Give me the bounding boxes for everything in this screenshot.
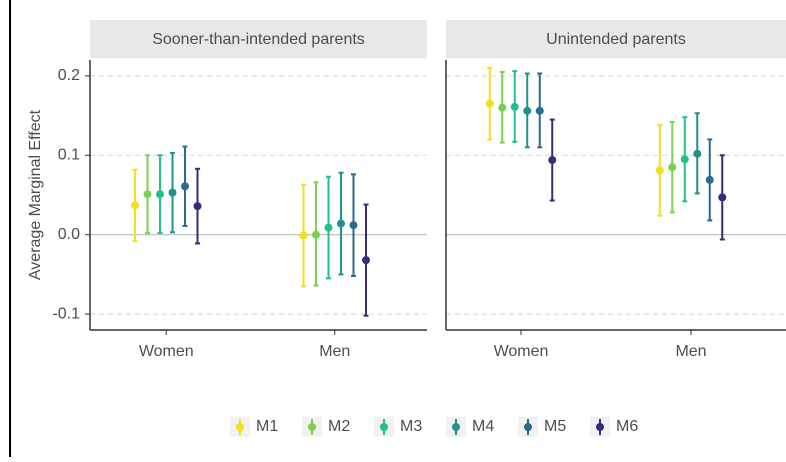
- point: [143, 190, 152, 199]
- point: [705, 175, 714, 184]
- point: [156, 190, 164, 199]
- point: [718, 193, 727, 202]
- y-tick-label: 0.0: [58, 226, 80, 243]
- point: [193, 202, 202, 211]
- point: [523, 106, 532, 115]
- point: [668, 163, 677, 172]
- y-axis-label: Average Marginal Effect: [27, 109, 44, 280]
- point: [337, 219, 345, 228]
- point: [548, 156, 557, 165]
- legend-key-point: [308, 423, 316, 431]
- legend-key-point: [236, 423, 244, 431]
- legend-label: M6: [616, 418, 638, 435]
- facet-title: Unintended parents: [546, 31, 686, 48]
- point: [362, 256, 370, 265]
- point: [655, 166, 664, 175]
- point: [510, 102, 519, 111]
- legend-label: M3: [400, 418, 422, 435]
- point: [131, 201, 139, 210]
- x-tick-label: Women: [139, 343, 194, 360]
- x-tick-label: Men: [319, 343, 350, 360]
- strip: [446, 20, 786, 58]
- strip: [90, 20, 427, 58]
- point: [680, 155, 689, 164]
- legend-label: M2: [328, 418, 350, 435]
- legend-key-point: [596, 423, 604, 431]
- x-tick-label: Women: [494, 343, 549, 360]
- point: [535, 106, 544, 115]
- point: [168, 188, 177, 197]
- legend-key-point: [452, 423, 460, 431]
- legend-key-point: [524, 423, 532, 431]
- point: [324, 223, 333, 232]
- y-tick-label: -0.1: [52, 305, 80, 322]
- facet-title: Sooner-than-intended parents: [152, 31, 365, 48]
- legend-label: M4: [472, 418, 494, 435]
- point: [498, 103, 507, 112]
- point: [299, 231, 308, 240]
- y-tick-label: 0.1: [58, 147, 80, 164]
- legend-label: M1: [256, 418, 278, 435]
- point: [181, 182, 189, 191]
- legend-key-point: [380, 423, 388, 431]
- point: [485, 99, 494, 108]
- point: [312, 230, 320, 239]
- point: [349, 221, 358, 230]
- legend-label: M5: [544, 418, 566, 435]
- point: [693, 149, 702, 158]
- y-tick-label: 0.2: [58, 67, 80, 84]
- x-tick-label: Men: [675, 343, 706, 360]
